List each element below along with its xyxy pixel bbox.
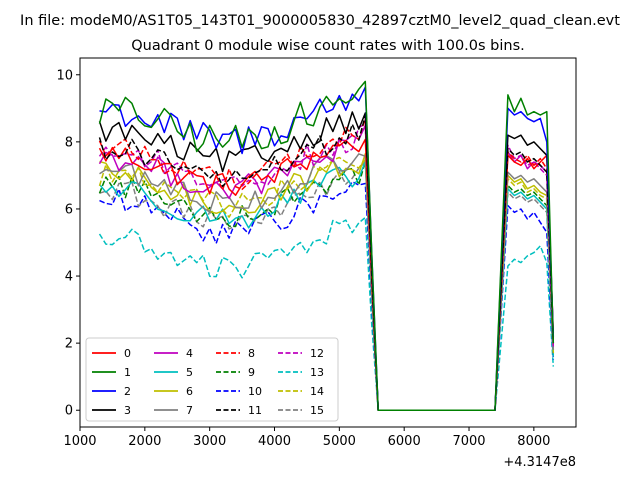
x-tick-label: 2000 xyxy=(128,434,161,449)
legend-label-7: 7 xyxy=(186,404,193,417)
series-line-1 xyxy=(98,80,555,411)
x-tick-label: 5000 xyxy=(323,434,356,449)
x-tick-label: 1000 xyxy=(63,434,96,449)
axes-frame xyxy=(79,57,577,428)
x-axis: 1000 2000 3000 4000 5000 6000 7000 8000 xyxy=(63,427,550,449)
legend-label-14: 14 xyxy=(310,385,324,398)
legend-label-12: 12 xyxy=(310,347,324,360)
x-tick-label: 6000 xyxy=(388,434,421,449)
x-tick-label: 4000 xyxy=(258,434,291,449)
legend-label-11: 11 xyxy=(248,404,262,417)
legend-label-9: 9 xyxy=(248,366,255,379)
x-tick-label: 7000 xyxy=(452,434,485,449)
legend-label-3: 3 xyxy=(124,404,131,417)
chart-title: Quadrant 0 module wise count rates with … xyxy=(131,38,525,54)
series-layer xyxy=(98,80,555,411)
legend-label-13: 13 xyxy=(310,366,324,379)
y-tick-label: 8 xyxy=(65,135,73,150)
x-tick-label: 8000 xyxy=(517,434,550,449)
legend-label-6: 6 xyxy=(186,385,193,398)
x-offset-label: +4.3147e8 xyxy=(503,455,576,470)
y-tick-label: 2 xyxy=(65,337,73,352)
legend-label-8: 8 xyxy=(248,347,255,360)
legend-label-10: 10 xyxy=(248,385,262,398)
legend-box xyxy=(85,337,339,422)
y-tick-label: 6 xyxy=(65,202,73,217)
legend-label-15: 15 xyxy=(310,404,324,417)
y-tick-label: 0 xyxy=(65,404,73,419)
x-tick-label: 3000 xyxy=(193,434,226,449)
legend-label-2: 2 xyxy=(124,385,131,398)
series-line-8 xyxy=(98,117,555,411)
legend-label-1: 1 xyxy=(124,366,131,379)
legend-label-5: 5 xyxy=(186,366,193,379)
legend-label-0: 0 xyxy=(124,347,131,360)
y-tick-label: 10 xyxy=(56,68,73,83)
legend-label-4: 4 xyxy=(186,347,193,360)
y-axis: 0 2 4 6 8 10 xyxy=(56,68,80,419)
y-tick-label: 4 xyxy=(65,270,73,285)
figure-suptitle: In file: modeM0/AS1T05_143T01_9000005830… xyxy=(20,13,620,29)
